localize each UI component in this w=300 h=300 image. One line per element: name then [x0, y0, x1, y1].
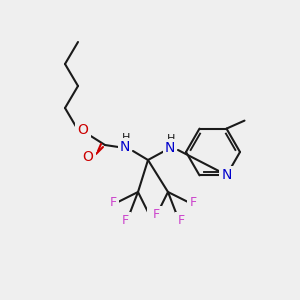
Text: H: H [122, 133, 130, 143]
Text: F: F [189, 196, 197, 208]
Text: F: F [177, 214, 184, 227]
Text: N: N [165, 141, 175, 155]
Text: F: F [149, 208, 157, 220]
Text: O: O [82, 150, 93, 164]
Text: F: F [110, 196, 117, 208]
Text: F: F [122, 214, 129, 227]
Text: N: N [221, 168, 232, 182]
Text: H: H [167, 134, 175, 144]
Text: N: N [120, 140, 130, 154]
Text: F: F [152, 208, 160, 221]
Text: O: O [78, 123, 88, 137]
